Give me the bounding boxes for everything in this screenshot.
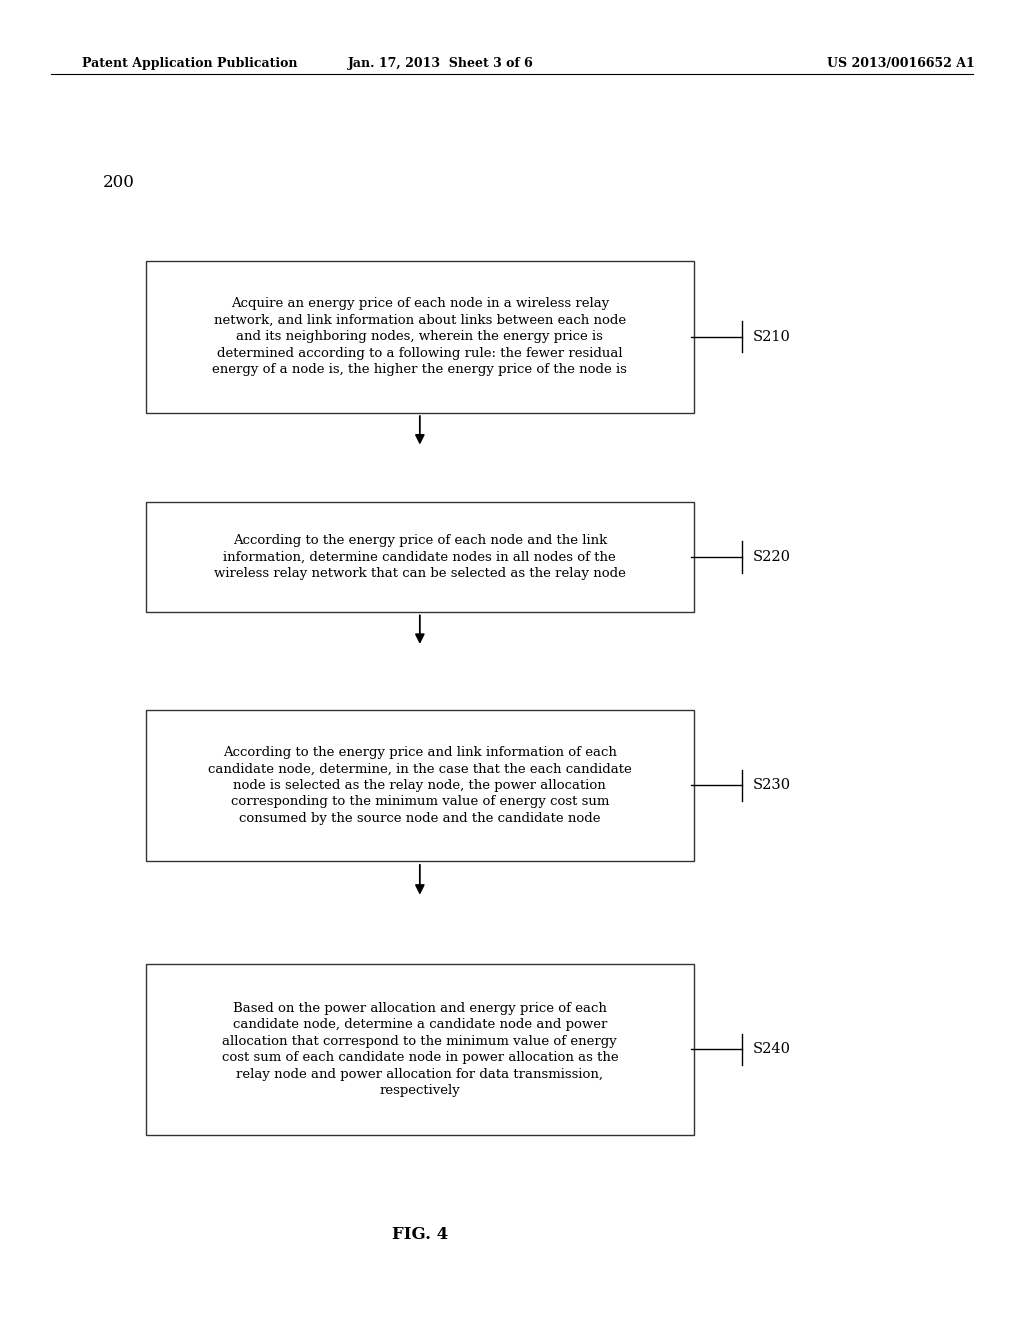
Text: FIG. 4: FIG. 4 [392, 1226, 447, 1242]
Bar [145, 964, 694, 1135]
Text: 200: 200 [102, 174, 134, 190]
Text: According to the energy price of each node and the link
information, determine c: According to the energy price of each no… [214, 535, 626, 579]
Bar [145, 710, 694, 861]
Text: Patent Application Publication: Patent Application Publication [82, 57, 297, 70]
Text: Based on the power allocation and energy price of each
candidate node, determine: Based on the power allocation and energy… [221, 1002, 618, 1097]
Bar [145, 261, 694, 412]
Bar [145, 503, 694, 612]
Text: US 2013/0016652 A1: US 2013/0016652 A1 [827, 57, 975, 70]
Text: Jan. 17, 2013  Sheet 3 of 6: Jan. 17, 2013 Sheet 3 of 6 [347, 57, 534, 70]
Text: Acquire an energy price of each node in a wireless relay
network, and link infor: Acquire an energy price of each node in … [212, 297, 628, 376]
Text: S240: S240 [753, 1043, 791, 1056]
Text: According to the energy price and link information of each
candidate node, deter: According to the energy price and link i… [208, 746, 632, 825]
Text: S230: S230 [753, 779, 791, 792]
Text: S210: S210 [753, 330, 791, 343]
Text: S220: S220 [753, 550, 791, 564]
